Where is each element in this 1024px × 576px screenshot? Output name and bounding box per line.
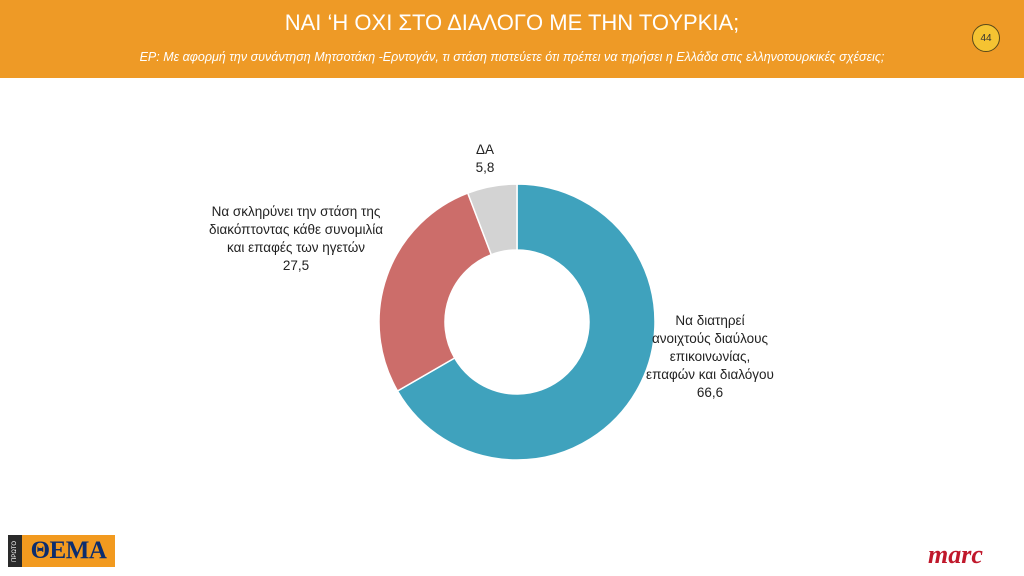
slice-label-line: επικοινωνίας, xyxy=(669,349,751,364)
header-bar: ΝΑΙ ‘Η ΟΧΙ ΣΤΟ ΔΙΑΛΟΓΟ ΜΕ ΤΗΝ ΤΟΥΡΚΙΑ; Ε… xyxy=(0,0,1024,78)
question-subtitle: ΕΡ: Με αφορμή την συνάντηση Μητσοτάκη -Ε… xyxy=(139,50,885,64)
slice-label-no-answer: ΔΑ 5,8 xyxy=(455,141,515,177)
slice-label-line: επαφών και διαλόγου xyxy=(646,367,774,382)
thema-logo-strip: ΠΡΩΤΟ xyxy=(8,535,22,567)
page-title: ΝΑΙ ‘Η ΟΧΙ ΣΤΟ ΔΙΑΛΟΓΟ ΜΕ ΤΗΝ ΤΟΥΡΚΙΑ; xyxy=(284,10,740,35)
thema-logo: ΠΡΩΤΟ ΘΕΜΑ xyxy=(8,535,115,567)
slice-label-line: Να σκληρύνει την στάση της xyxy=(211,204,381,219)
slice-label-harden-stance: Να σκληρύνει την στάση της διακόπτοντας … xyxy=(188,203,404,275)
slice-value-label: 5,8 xyxy=(475,160,495,175)
slice-label-line: και επαφές των ηγετών xyxy=(226,240,365,255)
slice-label-line: ανοιχτούς διαύλους xyxy=(651,331,769,346)
marc-logo: marc xyxy=(928,540,983,569)
slice-harden-stance xyxy=(378,192,493,393)
slice-keep-dialogue xyxy=(396,183,656,461)
slice-value-label: 27,5 xyxy=(282,258,310,273)
thema-logo-text: ΘΕΜΑ xyxy=(22,535,115,567)
slice-label-line: διακόπτοντας κάθε συνομιλία xyxy=(208,222,384,237)
slice-value-label: 66,6 xyxy=(696,385,724,400)
slice-label-line: ΔΑ xyxy=(475,142,495,157)
slice-label-line: Να διατηρεί xyxy=(675,313,745,328)
page-number-badge: 44 xyxy=(972,24,1000,52)
slice-label-keep-dialogue: Να διατηρεί ανοιχτούς διαύλους επικοινων… xyxy=(640,312,780,402)
slice-no-answer xyxy=(466,183,518,256)
